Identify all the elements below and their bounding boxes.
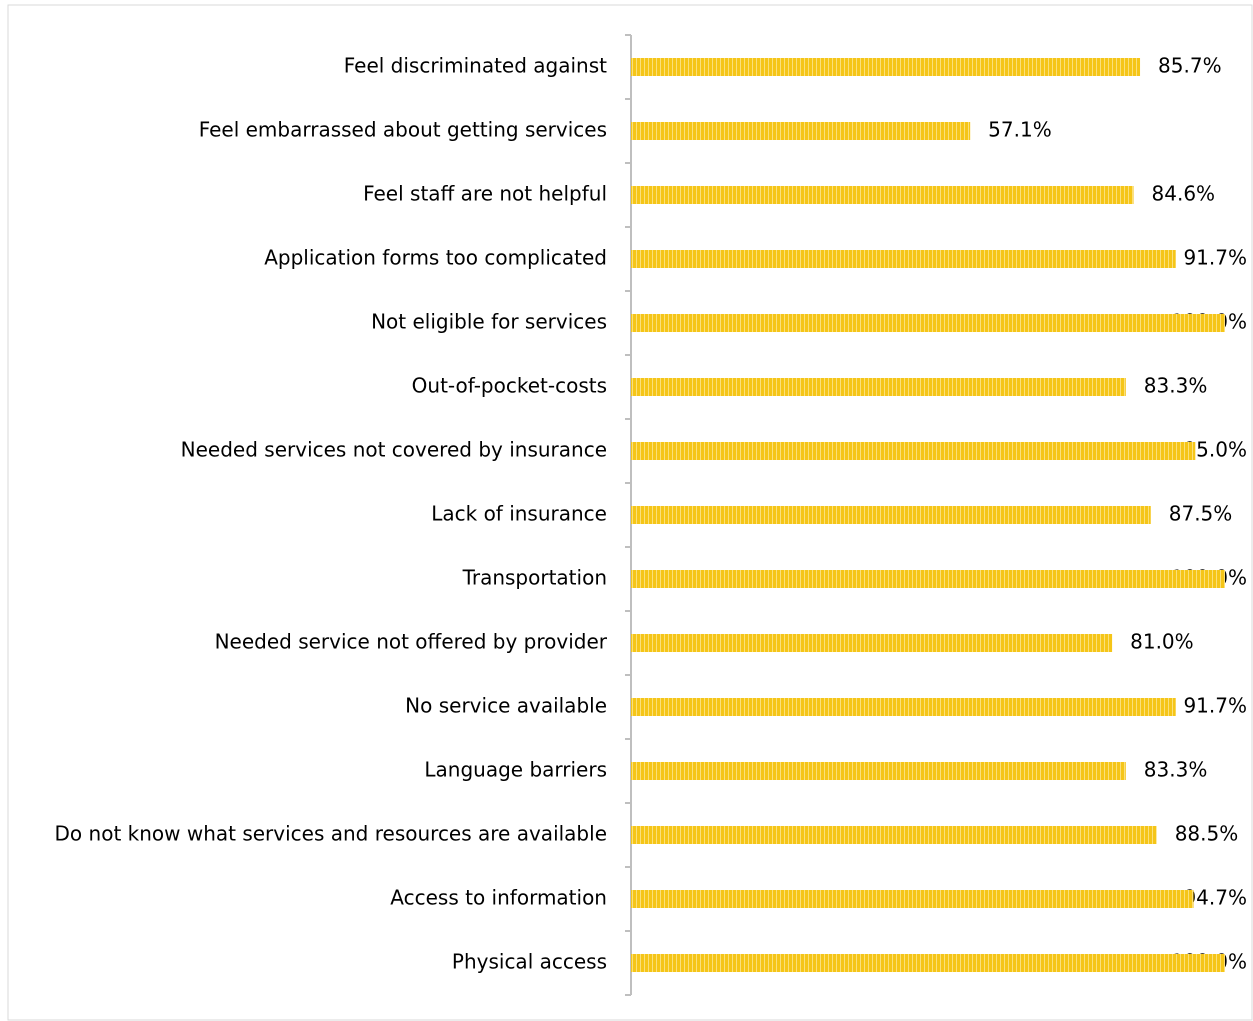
y-tick-label: Access to information bbox=[390, 886, 607, 910]
bar bbox=[631, 122, 971, 140]
data-label: 87.5% bbox=[1169, 502, 1233, 526]
bar bbox=[631, 762, 1126, 780]
y-tick-label: Transportation bbox=[462, 566, 607, 590]
y-tick-label: Feel discriminated against bbox=[344, 54, 607, 78]
y-tick-label: Needed services not covered by insurance bbox=[181, 438, 607, 462]
bar bbox=[631, 826, 1157, 844]
data-label: 85.7% bbox=[1158, 54, 1222, 78]
data-label: 81.0% bbox=[1130, 630, 1194, 654]
bar bbox=[631, 250, 1176, 268]
bar bbox=[631, 634, 1113, 652]
bar bbox=[631, 698, 1176, 716]
data-label: 83.3% bbox=[1144, 758, 1208, 782]
data-label: 83.3% bbox=[1144, 374, 1208, 398]
bar bbox=[631, 890, 1194, 908]
frame bbox=[7, 4, 1253, 1021]
y-tick-label: Application forms too complicated bbox=[264, 246, 607, 270]
bar bbox=[631, 58, 1141, 76]
y-tick-label: Lack of insurance bbox=[431, 502, 607, 526]
y-tick-label: No service available bbox=[405, 694, 607, 718]
y-tick-label: Do not know what services and resources … bbox=[55, 822, 607, 846]
data-label: 91.7% bbox=[1183, 694, 1247, 718]
y-tick-label: Feel staff are not helpful bbox=[363, 182, 607, 206]
bar bbox=[631, 570, 1225, 588]
y-tick-label: Out-of-pocket-costs bbox=[412, 374, 607, 398]
y-tick-label: Language barriers bbox=[424, 758, 607, 782]
bar bbox=[631, 954, 1225, 972]
bar bbox=[631, 506, 1151, 524]
y-tick-label: Physical access bbox=[452, 950, 607, 974]
bar bbox=[631, 186, 1134, 204]
y-tick-label: Needed service not offered by provider bbox=[215, 630, 608, 654]
bar bbox=[631, 314, 1225, 332]
y-tick-label: Not eligible for services bbox=[371, 310, 607, 334]
data-label: 84.6% bbox=[1152, 182, 1216, 206]
bar bbox=[631, 378, 1126, 396]
data-label: 91.7% bbox=[1183, 246, 1247, 270]
data-label: 57.1% bbox=[988, 118, 1052, 142]
y-tick-label: Feel embarrassed about getting services bbox=[199, 118, 607, 142]
data-label: 88.5% bbox=[1175, 822, 1239, 846]
bar bbox=[631, 442, 1196, 460]
data-label: 94.7% bbox=[1183, 886, 1247, 910]
